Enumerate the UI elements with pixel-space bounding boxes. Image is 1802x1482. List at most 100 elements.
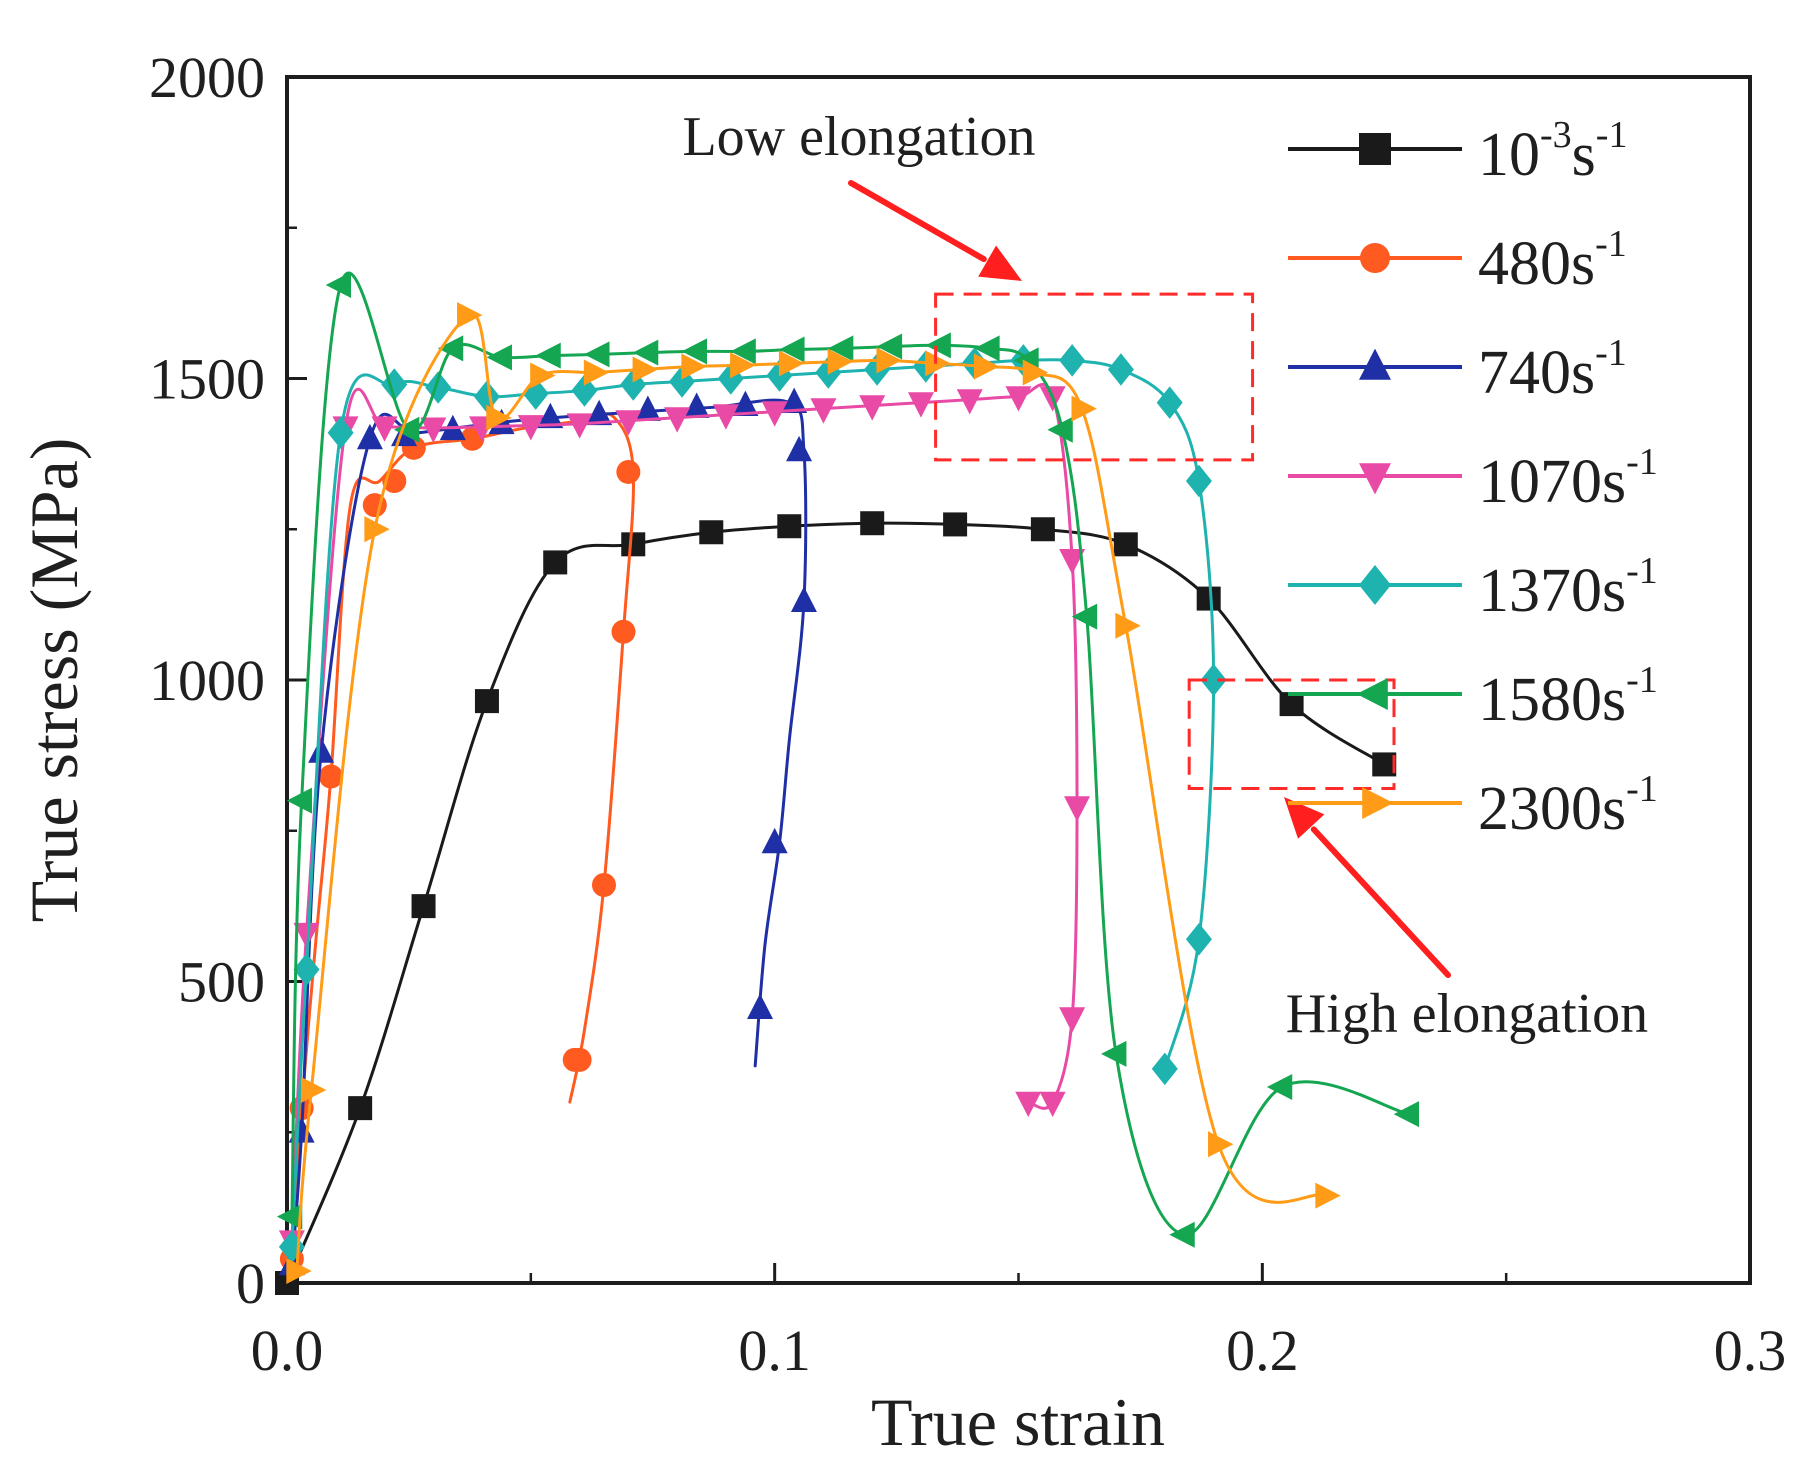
legend-label-unit-exponent: -1 xyxy=(1626,550,1658,592)
high-elongation-label: High elongation xyxy=(1286,983,1648,1045)
series-point xyxy=(860,511,885,536)
series-point xyxy=(615,410,642,436)
legend-item: 740s-1 xyxy=(1288,332,1627,407)
y-tick-label: 0 xyxy=(236,1251,265,1316)
series-point xyxy=(1200,663,1227,697)
series-point xyxy=(393,416,420,443)
x-axis-label: True strain xyxy=(871,1384,1165,1460)
legend-label-exponent: -3 xyxy=(1540,114,1572,156)
legend-marker xyxy=(1359,133,1391,165)
series-point xyxy=(1113,532,1138,557)
series-point xyxy=(1169,1221,1195,1248)
legend-label: 1070s-1 xyxy=(1478,441,1658,516)
series-point xyxy=(761,401,788,427)
series-point xyxy=(1071,603,1098,630)
series-point xyxy=(1266,1074,1293,1101)
series-point xyxy=(974,335,1000,362)
series-point xyxy=(530,362,556,389)
series-point xyxy=(327,416,354,450)
series-point xyxy=(1039,1091,1066,1118)
series-point xyxy=(356,423,383,450)
legend-label: 740s-1 xyxy=(1478,332,1627,407)
series-point xyxy=(325,272,352,299)
series-point xyxy=(876,333,903,360)
series-point xyxy=(778,350,805,377)
series-point xyxy=(632,339,659,366)
series-point xyxy=(1185,464,1212,498)
series-point xyxy=(1059,344,1086,377)
legend-label-base: 10 xyxy=(1478,121,1540,189)
series-point xyxy=(583,359,610,386)
series-point xyxy=(1185,923,1212,956)
legend-item: 1580s-1 xyxy=(1288,659,1658,734)
series-point xyxy=(300,1077,327,1104)
low-elongation-box xyxy=(934,292,1255,462)
series-point xyxy=(779,336,805,363)
high-elongation-arrow-shaft xyxy=(1310,826,1451,978)
legend-label-unit: s xyxy=(1602,557,1626,625)
legend-marker xyxy=(1359,565,1391,605)
series-point xyxy=(420,417,447,443)
series-point xyxy=(1022,359,1049,386)
legend-item: 480s-1 xyxy=(1288,223,1627,298)
legend-label-unit: s xyxy=(1572,121,1596,189)
series-point xyxy=(1015,1091,1042,1118)
legend-item: 10-3s-1 xyxy=(1288,114,1627,189)
y-tick-label: 1500 xyxy=(149,347,265,412)
series-layer xyxy=(275,271,1420,1295)
legend-item: 1370s-1 xyxy=(1288,550,1658,625)
series-point xyxy=(1393,1101,1420,1128)
low-elongation-label: Low elongation xyxy=(682,106,1035,168)
series-point xyxy=(1030,517,1055,542)
series-point xyxy=(276,1203,303,1230)
legend-label-unit-exponent: -1 xyxy=(1626,659,1658,701)
series-point xyxy=(907,392,934,418)
series-point xyxy=(517,415,544,441)
series-point xyxy=(486,404,512,431)
legend-label-unit: s xyxy=(1571,339,1595,407)
legend-marker xyxy=(1356,678,1388,710)
series-point xyxy=(827,335,854,362)
legend-marker xyxy=(1359,348,1391,380)
legend-marker xyxy=(1362,787,1394,819)
series-point xyxy=(1372,752,1397,777)
legend-label: 480s-1 xyxy=(1478,223,1627,298)
legend-label-unit-exponent: -1 xyxy=(1595,332,1627,374)
y-axis-label: True stress (MPa) xyxy=(16,438,92,923)
legend-label-base: 2300 xyxy=(1478,775,1602,843)
series-point xyxy=(1101,1040,1127,1067)
legend-label-unit-exponent: -1 xyxy=(1626,768,1658,810)
series-point xyxy=(616,459,641,484)
series-point xyxy=(591,873,616,898)
series-point xyxy=(956,389,983,415)
legend-label: 1370s-1 xyxy=(1478,550,1658,625)
series-point xyxy=(634,395,661,421)
series-point xyxy=(810,398,837,424)
axes: 0.0 0.1 0.2 0.3 0 500 1000 1500 2000 xyxy=(149,45,1786,1383)
series-point xyxy=(1151,1052,1178,1086)
high-elongation-arrow-head xyxy=(1284,797,1325,839)
series-point xyxy=(286,1257,312,1284)
series-point xyxy=(1059,1007,1086,1033)
series-point xyxy=(664,407,691,433)
series-point xyxy=(859,395,886,421)
annotation-layer: Low elongation High elongation xyxy=(682,106,1648,1045)
series-point xyxy=(474,689,499,714)
legend-label-unit: s xyxy=(1602,775,1626,843)
series-point xyxy=(786,435,813,462)
series-point xyxy=(761,827,788,854)
series-point xyxy=(611,619,636,644)
y-tick-label: 500 xyxy=(178,950,265,1015)
series-point xyxy=(584,341,610,368)
series-point xyxy=(699,520,724,545)
series-point xyxy=(925,350,951,377)
series-point xyxy=(681,338,708,365)
high-elongation-arrow xyxy=(1284,797,1451,978)
legend-label-unit: s xyxy=(1602,448,1626,516)
series-point xyxy=(712,404,739,430)
legend-label-base: 1580 xyxy=(1478,666,1602,734)
legend-label-base: 1070 xyxy=(1478,448,1602,516)
legend-label-unit-exponent: -1 xyxy=(1595,223,1627,265)
legend: 10-3s-1480s-1740s-11070s-11370s-11580s-1… xyxy=(1288,114,1658,843)
x-tick-label: 0.0 xyxy=(251,1318,324,1383)
